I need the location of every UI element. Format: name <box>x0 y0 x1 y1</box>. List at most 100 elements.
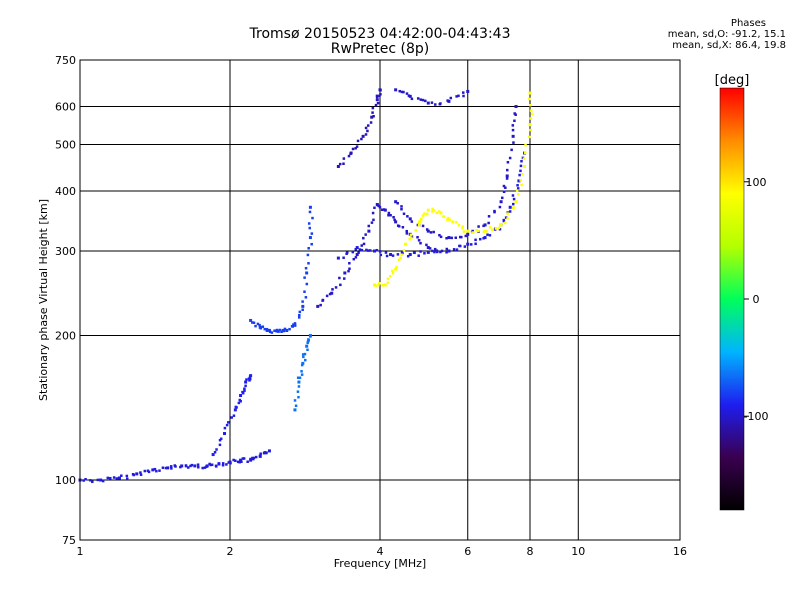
y-tick-label: 100 <box>55 474 76 487</box>
data-point <box>343 277 346 280</box>
data-point <box>89 479 92 482</box>
data-point <box>304 296 308 299</box>
data-point <box>517 179 521 183</box>
data-point <box>215 448 218 451</box>
data-point <box>426 229 430 233</box>
data-point <box>506 161 510 164</box>
data-point <box>378 205 382 209</box>
x-tick-label: 6 <box>464 545 471 558</box>
data-point <box>360 244 363 247</box>
data-point <box>486 233 489 236</box>
data-point <box>508 205 512 209</box>
data-point <box>394 88 398 92</box>
data-point <box>351 147 355 151</box>
data-point <box>229 461 232 465</box>
colorbar-tick-label: -100 <box>744 410 769 423</box>
data-point <box>310 242 313 246</box>
x-tick-label: 2 <box>227 545 234 558</box>
data-point <box>455 95 458 98</box>
data-point <box>117 476 121 480</box>
data-point <box>439 250 442 254</box>
data-point <box>321 298 325 302</box>
data-point <box>477 229 480 233</box>
data-point <box>408 237 411 241</box>
data-point <box>248 377 252 381</box>
data-point <box>238 460 241 464</box>
data-point <box>498 227 502 231</box>
data-point <box>435 211 439 215</box>
data-point <box>237 401 241 405</box>
y-tick-label: 300 <box>55 245 76 258</box>
data-point <box>511 194 515 197</box>
data-point <box>401 226 405 229</box>
data-point <box>452 248 456 251</box>
data-point <box>498 205 502 209</box>
data-point <box>499 200 503 204</box>
y-tick-label: 75 <box>62 534 76 547</box>
data-point <box>433 247 437 251</box>
data-point <box>290 324 294 328</box>
data-point <box>439 211 443 215</box>
data-point <box>300 373 304 376</box>
y-tick-label: 750 <box>55 54 76 67</box>
data-point <box>512 197 516 201</box>
data-point <box>379 93 382 96</box>
data-point <box>426 208 430 212</box>
data-point <box>297 316 301 319</box>
data-point <box>511 124 515 127</box>
data-point <box>529 128 533 132</box>
data-point <box>445 218 449 221</box>
data-point <box>354 247 358 251</box>
data-point <box>513 112 516 115</box>
colorbar-ticks: 100 0 -100 <box>744 176 769 423</box>
data-point <box>450 236 453 240</box>
data-point <box>164 466 168 470</box>
data-point <box>292 323 295 326</box>
data-point <box>462 230 466 233</box>
data-point <box>325 294 329 298</box>
data-point <box>391 269 394 273</box>
data-point <box>372 115 375 118</box>
data-point <box>400 205 403 208</box>
data-point <box>474 238 477 242</box>
data-point <box>301 304 305 308</box>
data-point <box>342 162 345 165</box>
data-point <box>519 179 522 182</box>
data-point <box>514 200 518 204</box>
data-point <box>254 324 257 328</box>
data-point <box>375 98 379 102</box>
data-point <box>449 96 453 100</box>
data-point <box>209 463 212 467</box>
data-point <box>155 469 158 473</box>
data-point <box>304 358 307 362</box>
data-point <box>369 121 373 124</box>
data-point <box>288 327 291 331</box>
data-point <box>267 328 271 332</box>
data-point <box>297 380 301 384</box>
data-point <box>400 207 403 211</box>
data-point <box>488 234 492 237</box>
data-point <box>458 244 462 248</box>
data-point <box>370 221 374 224</box>
data-point <box>241 457 245 460</box>
data-point <box>310 232 314 235</box>
x-tick-label: 4 <box>377 545 384 558</box>
data-point <box>264 451 268 455</box>
data-point <box>221 462 225 465</box>
data-point <box>408 94 412 98</box>
data-point <box>285 329 288 333</box>
data-point <box>451 220 455 224</box>
data-point <box>483 223 487 227</box>
data-point <box>112 476 116 479</box>
data-point <box>239 458 243 462</box>
y-tick-label: 200 <box>55 330 76 343</box>
data-point <box>391 271 395 275</box>
y-axis-ticks: 75 100 200 300 400 500 600 750 <box>55 54 76 547</box>
data-point <box>316 304 320 308</box>
data-point <box>434 103 437 106</box>
data-point <box>306 253 310 257</box>
data-point <box>125 477 129 480</box>
data-point <box>365 248 368 252</box>
data-point <box>502 184 506 188</box>
data-point <box>445 251 448 254</box>
